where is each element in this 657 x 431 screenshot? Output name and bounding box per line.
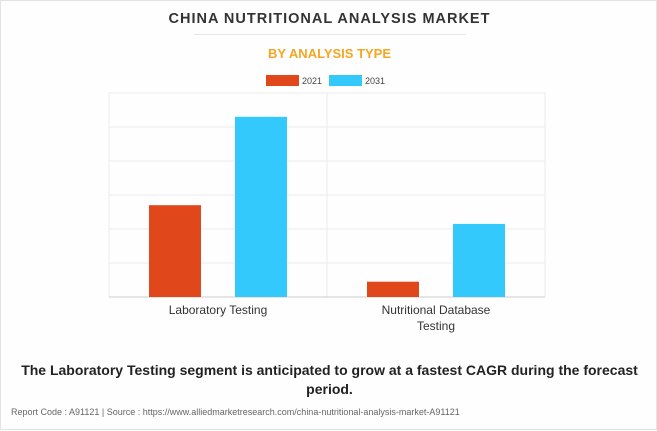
legend-swatch-2031 [329,75,362,86]
source-line: Report Code : A91121 | Source : https://… [11,407,460,417]
legend-label-2021: 2021 [302,76,323,86]
bar-2021-nutritional-database-testing [367,281,419,297]
x-tick-label: Nutritional Database [382,303,491,317]
title-divider [194,34,466,35]
x-tick-label: Testing [417,319,455,333]
chart-legend: 2021 2031 [1,74,657,88]
x-tick-label: Laboratory Testing [169,303,268,317]
legend-swatch-2021 [266,75,299,86]
chart-subtitle: BY ANALYSIS TYPE [267,46,392,61]
chart-title: CHINA NUTRITIONAL ANALYSIS MARKET [168,11,491,27]
bar-2021-laboratory-testing [149,205,201,297]
chart-footnote: The Laboratory Testing segment is antici… [21,362,638,397]
bar-2031-laboratory-testing [235,116,287,297]
bar-2031-nutritional-database-testing [453,223,505,297]
legend-label-2031: 2031 [365,76,386,86]
